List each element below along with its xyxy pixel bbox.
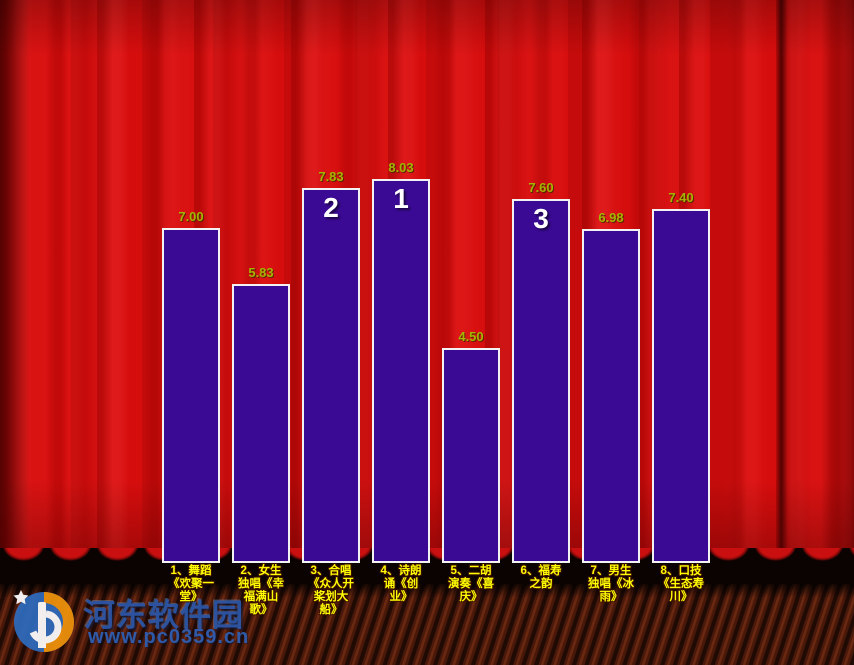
hedong-logo-icon (13, 590, 74, 652)
watermark-site-url: www.pc0359.cn (88, 626, 250, 648)
bar-value: 7.00 (178, 209, 204, 224)
bar (652, 209, 710, 563)
bar-value: 8.03 (388, 160, 414, 175)
bar-category-label: 7、男生 独唱《冰 雨》 (588, 565, 634, 603)
bar (162, 228, 220, 563)
bar: 2 (302, 188, 360, 563)
bar-rank-badge: 2 (323, 192, 339, 223)
bar-category-label: 4、诗朗 诵《创 业》 (380, 565, 422, 603)
bar-value: 7.83 (318, 169, 344, 184)
bar-category-label: 6、福寿 之韵 (520, 565, 562, 590)
bar-value: 5.83 (248, 265, 274, 280)
bar-category-label: 5、二胡 演奏《喜 庆》 (448, 565, 494, 603)
stage-floor (0, 582, 854, 665)
bar (582, 229, 640, 563)
bar-value: 6.98 (598, 210, 624, 225)
bar-category-label: 2、女生 独唱《幸 福满山 歌》 (238, 565, 284, 616)
watermark-site-name: 河东软件园 (84, 598, 244, 633)
bar: 1 (372, 179, 430, 563)
bar-value: 7.40 (668, 190, 694, 205)
bar-rank-badge: 1 (393, 183, 409, 214)
bar-rank-badge: 3 (533, 203, 549, 234)
bar-category-label: 1、舞蹈 《欢聚一 堂》 (168, 565, 214, 603)
bar-category-label: 3、合唱 《众人开 桨划大 船》 (308, 565, 354, 616)
bar-category-label: 8、口技 《生态寿 川》 (658, 565, 704, 603)
watermark: 河东软件园 www.pc0359.cn (0, 580, 330, 665)
bar: 3 (512, 199, 570, 563)
bar-value: 4.50 (458, 329, 484, 344)
bar (232, 284, 290, 563)
bar (442, 348, 500, 563)
bar-value: 7.60 (528, 180, 554, 195)
